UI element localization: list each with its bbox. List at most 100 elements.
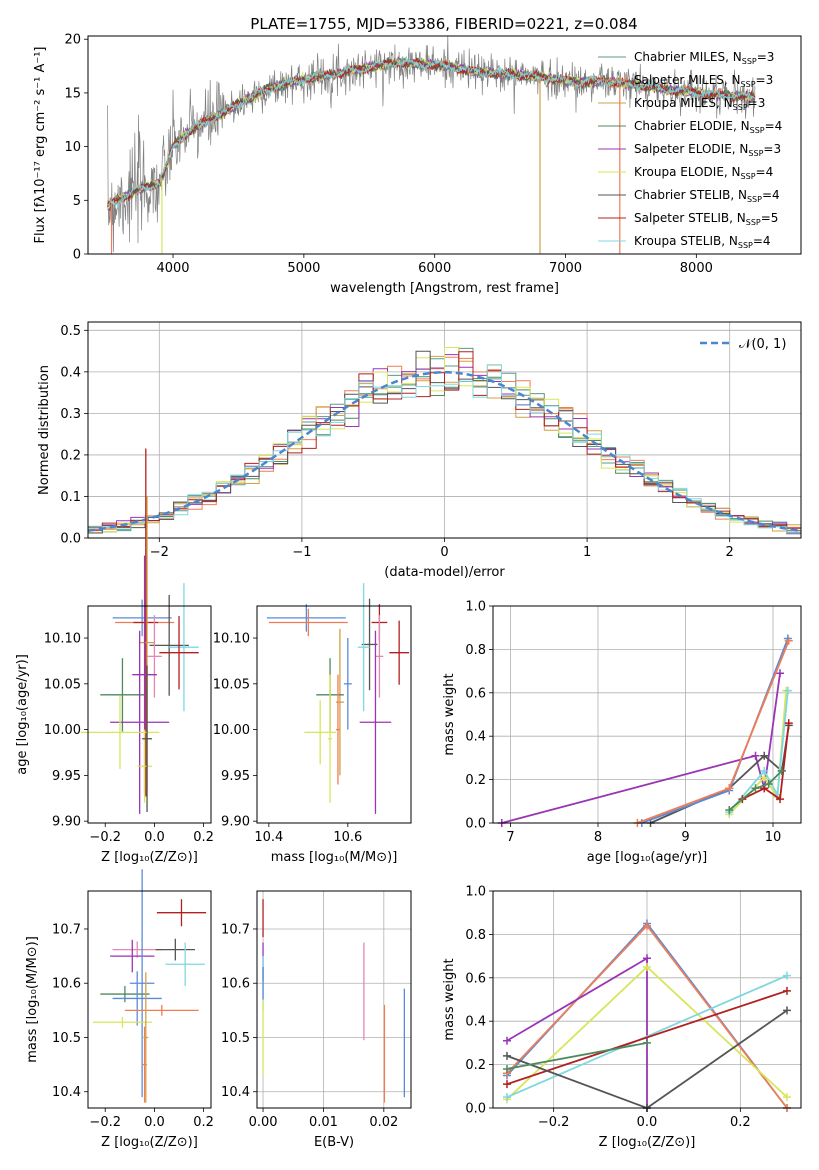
legend-label-main: Salpeter STELIB, N bbox=[634, 211, 746, 225]
x-tick-label: 10 bbox=[765, 830, 782, 845]
y-tick-label: 0.5 bbox=[60, 324, 81, 339]
plus-marker bbox=[503, 1036, 511, 1045]
y-tick-label: 0.6 bbox=[465, 971, 486, 986]
error-bar-point bbox=[266, 604, 346, 632]
axes-frame bbox=[492, 605, 802, 824]
axes-frame bbox=[256, 605, 412, 824]
x-axis-label: Z [log₁₀(Z/Z⊙)] bbox=[599, 1135, 696, 1150]
legend-label-main: Kroupa ELODIE, N bbox=[634, 165, 741, 179]
legend-label-sub: SSP bbox=[741, 172, 756, 181]
legend-label-main: Salpeter ELODIE, N bbox=[634, 142, 748, 156]
y-tick-label: 10.5 bbox=[221, 1031, 250, 1046]
y-tick-label: 0.8 bbox=[465, 643, 486, 658]
x-tick-label: 0.0 bbox=[637, 1115, 658, 1130]
error-bar-point bbox=[112, 599, 172, 637]
x-tick-label: −0.2 bbox=[89, 830, 121, 845]
legend-label: Kroupa STELIB, NSSP=4 bbox=[634, 234, 771, 250]
error-bar-point bbox=[359, 630, 392, 814]
y-tick-label: 1.0 bbox=[465, 885, 486, 900]
x-tick-label: 0.00 bbox=[249, 1115, 278, 1130]
axes-frame bbox=[87, 890, 212, 1109]
x-tick-label: 0.2 bbox=[730, 1115, 751, 1130]
legend-label-main: Kroupa MILES, N bbox=[634, 96, 733, 110]
mass-weight-vs-metallicity-panel: −0.2 0.0 0.2 0.0 0.2 0.4 0.6 0.8 1.0 Z [log₁₀(Z/Z… bbox=[442, 885, 802, 1150]
plus-marker bbox=[783, 1093, 791, 1102]
error-bar-point bbox=[335, 628, 344, 776]
plus-marker bbox=[503, 1080, 511, 1089]
plus-marker bbox=[783, 971, 791, 980]
y-tick-label: 0.2 bbox=[60, 448, 81, 463]
y-tick-label: 0.6 bbox=[465, 686, 486, 701]
x-tick-label: 0.2 bbox=[193, 830, 214, 845]
error-bar-point bbox=[129, 869, 155, 1098]
legend-label: Salpeter STELIB, NSSP=5 bbox=[634, 211, 778, 227]
plus-marker bbox=[503, 1064, 511, 1073]
legend-label-tail: =4 bbox=[753, 234, 771, 248]
plus-marker bbox=[643, 921, 651, 930]
legend-label-main: Chabrier MILES, N bbox=[634, 50, 742, 64]
y-axis-label: mass weight bbox=[442, 958, 457, 1040]
y-tick-label: 0.1 bbox=[60, 490, 81, 505]
plus-marker bbox=[783, 986, 791, 995]
mass-weight-series bbox=[503, 986, 791, 1089]
error-bar-point bbox=[92, 1016, 152, 1028]
figure-title: PLATE=1755, MJD=53386, FIBERID=0221, z=0… bbox=[250, 15, 637, 33]
residual-histogram-step bbox=[88, 364, 801, 534]
plus-marker bbox=[764, 779, 773, 788]
y-tick-label: 0.0 bbox=[465, 817, 486, 832]
mass-vs-extinction-panel: 0.00 0.01 0.02 10.4 10.5 10.6 10.7 E(B-V) bbox=[221, 890, 412, 1150]
x-tick-label: 0.0 bbox=[144, 1115, 165, 1130]
plus-marker bbox=[643, 962, 651, 971]
plus-marker bbox=[503, 1093, 511, 1102]
error-bar-point bbox=[142, 665, 152, 813]
axes-frame bbox=[87, 35, 802, 255]
legend-label-main: Chabrier ELODIE, N bbox=[634, 119, 750, 133]
error-bar-point bbox=[389, 620, 410, 685]
plus-marker bbox=[776, 795, 784, 804]
legend-label-tail: =3 bbox=[757, 50, 775, 64]
x-tick-label: 8000 bbox=[680, 261, 713, 276]
spectrum-panel: 4000 5000 6000 7000 8000 0 5 10 15 20 wavelength [… bbox=[33, 33, 802, 296]
legend-label-main: Chabrier STELIB, N bbox=[634, 188, 747, 202]
x-tick-label: 5000 bbox=[287, 261, 320, 276]
x-tick-label: 6000 bbox=[418, 261, 451, 276]
legend-label-tail: =4 bbox=[756, 165, 774, 179]
x-tick-label: 4000 bbox=[156, 261, 189, 276]
plus-marker bbox=[760, 766, 769, 775]
error-bar-point bbox=[156, 899, 207, 927]
legend-label-sub: SSP bbox=[747, 195, 762, 204]
error-bar-point bbox=[149, 595, 189, 696]
y-axis-label: mass [log₁₀(M/M⊙)] bbox=[25, 936, 40, 1063]
y-tick-label: 0.8 bbox=[465, 928, 486, 943]
normal-distribution-curve bbox=[87, 371, 802, 532]
legend-label-sub: SSP bbox=[733, 103, 748, 112]
y-axis-label: Flux [fλ10⁻¹⁷ erg cm⁻² s⁻¹ A⁻¹] bbox=[33, 47, 48, 244]
error-bar-point bbox=[124, 1004, 199, 1016]
x-axis-label: Z [log₁₀(Z/Z⊙)] bbox=[101, 850, 198, 865]
legend-label-sub: SSP bbox=[748, 149, 763, 158]
y-tick-label: 10.00 bbox=[44, 723, 81, 738]
plus-marker bbox=[777, 766, 786, 775]
legend-label-tail: =5 bbox=[761, 211, 779, 225]
y-axis-label: mass weight bbox=[442, 673, 457, 755]
y-tick-label: 0.0 bbox=[465, 1102, 486, 1117]
x-tick-label: 9 bbox=[681, 830, 689, 845]
mass-vs-metallicity-panel: −0.2 0.0 0.2 10.4 10.5 10.6 10.7 Z [log₁₀(Z/Z⊙)… bbox=[25, 869, 214, 1150]
mass-weight-series bbox=[738, 719, 793, 804]
plus-marker bbox=[783, 1006, 791, 1015]
legend-label: Chabrier ELODIE, NSSP=4 bbox=[634, 119, 782, 135]
error-bar-point bbox=[169, 583, 199, 712]
plus-marker bbox=[751, 784, 760, 793]
y-tick-label: 10.4 bbox=[52, 1085, 81, 1100]
error-bar-point bbox=[110, 939, 155, 973]
y-tick-label: 9.90 bbox=[52, 815, 81, 830]
x-axis-label: age [log₁₀(age/yr)] bbox=[587, 850, 708, 865]
y-tick-label: 0.2 bbox=[465, 1058, 486, 1073]
mass-weight-series bbox=[633, 636, 793, 827]
mass-weight-series bbox=[503, 971, 791, 1102]
legend-label-main: Kroupa STELIB, N bbox=[634, 234, 738, 248]
age-vs-mass-panel: 10.4 10.6 9.90 9.95 10.00 10.05 10.10 mass [log… bbox=[213, 583, 412, 865]
plus-marker bbox=[783, 686, 792, 695]
y-tick-label: 0.3 bbox=[60, 407, 81, 422]
